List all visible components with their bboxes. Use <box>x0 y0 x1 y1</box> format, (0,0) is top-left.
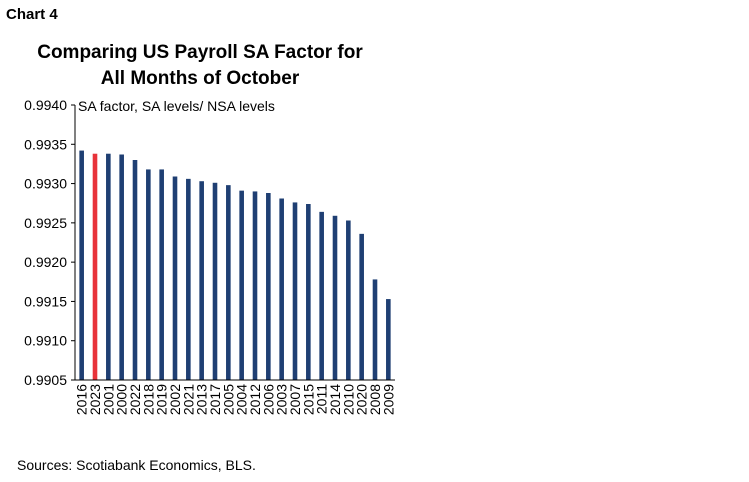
x-tick-label: 2000 <box>114 384 130 415</box>
bar-2008 <box>372 279 378 380</box>
bar-2023 <box>92 153 98 380</box>
bar-2017 <box>212 182 218 380</box>
x-tick-label: 2015 <box>300 384 316 415</box>
bar-2016 <box>79 150 84 380</box>
bar-2000 <box>119 154 124 380</box>
x-tick-label: 2008 <box>367 384 383 415</box>
x-tick-label: 2019 <box>154 384 170 415</box>
y-tick-label: 0.9925 <box>24 215 67 231</box>
x-tick-label: 2010 <box>340 384 356 415</box>
x-tick-label: 2023 <box>87 384 103 415</box>
bar-2002 <box>172 176 178 380</box>
x-tick-label: 2016 <box>74 384 90 415</box>
bar-2005 <box>226 185 231 380</box>
y-tick-label: 0.9905 <box>24 372 67 388</box>
x-tick-label: 2006 <box>260 384 276 415</box>
bars <box>79 150 391 380</box>
y-tick-label: 0.9920 <box>24 254 67 270</box>
chart-title-line-2: All Months of October <box>100 68 300 89</box>
bar-2018 <box>146 169 151 380</box>
x-tick-label: 2009 <box>380 384 396 415</box>
bar-2022 <box>132 160 138 380</box>
bar-2009 <box>386 299 391 380</box>
bar-2010 <box>346 220 351 380</box>
bar-2015 <box>306 204 311 380</box>
y-tick-label: 0.9930 <box>24 176 67 192</box>
x-tick-label: 2022 <box>127 384 143 415</box>
y-axis-ticks: 0.9940 0.9935 0.9930 0.9925 0.9920 0.9915 0.99… <box>24 97 75 388</box>
y-tick-label: 0.9935 <box>24 136 67 152</box>
x-tick-label: 2020 <box>354 384 370 415</box>
bar-2020 <box>359 233 364 380</box>
x-tick-label: 2002 <box>167 384 183 415</box>
bar-2007 <box>292 202 298 380</box>
x-tick-label: 2014 <box>327 384 343 415</box>
y-tick-label: 0.9940 <box>24 97 67 113</box>
x-tick-label: 2021 <box>180 384 196 415</box>
x-axis-labels: 2016202320012000202220182019200220212013… <box>74 384 397 415</box>
x-tick-label: 2011 <box>314 384 330 414</box>
bar-2021 <box>186 178 191 380</box>
chart-label: Chart 4 <box>6 6 58 23</box>
source-note: Sources: Scotiabank Economics, BLS. <box>17 457 256 473</box>
x-tick-label: 2005 <box>220 384 236 415</box>
x-tick-label: 2018 <box>140 384 156 415</box>
x-tick-label: 2007 <box>287 384 303 415</box>
bar-2012 <box>252 191 258 380</box>
y-tick-label: 0.9910 <box>24 333 67 349</box>
bar-2011 <box>319 211 324 380</box>
x-tick-label: 2001 <box>100 384 116 415</box>
y-tick-label: 0.9915 <box>24 293 67 309</box>
x-tick-label: 2003 <box>274 384 290 415</box>
y-axis-label: SA factor, SA levels/ NSA levels <box>78 98 275 114</box>
bar-2019 <box>159 169 164 380</box>
bar-2013 <box>199 181 204 380</box>
x-tick-label: 2013 <box>194 384 210 415</box>
x-tick-label: 2017 <box>207 384 223 415</box>
bar-2006 <box>266 193 271 380</box>
bar-2001 <box>106 153 111 380</box>
x-tick-label: 2004 <box>234 384 250 415</box>
bar-2004 <box>239 190 244 380</box>
chart-title-line-1: Comparing US Payroll SA Factor for <box>37 42 363 63</box>
x-tick-label: 2012 <box>247 384 263 415</box>
bar-2003 <box>279 198 284 380</box>
bar-2014 <box>332 215 338 380</box>
